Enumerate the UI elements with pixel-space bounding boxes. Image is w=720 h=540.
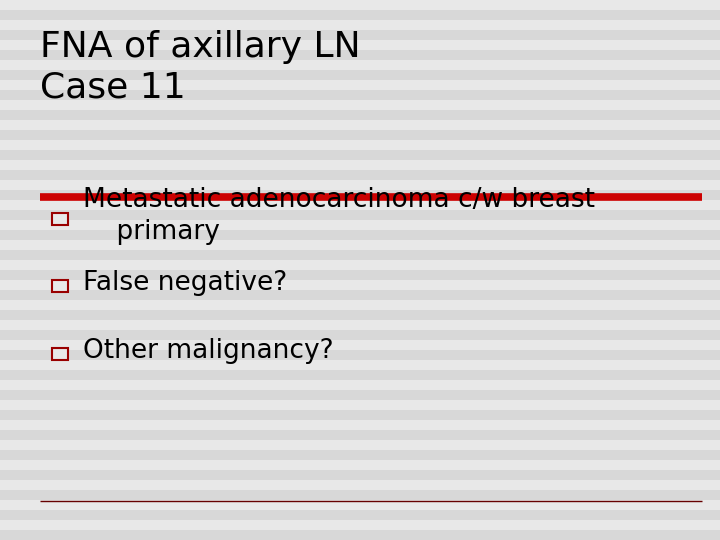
- Bar: [0, 510, 720, 520]
- Bar: [0, 230, 720, 240]
- Bar: [0, 530, 720, 540]
- Text: False negative?: False negative?: [83, 271, 287, 296]
- Bar: [0, 370, 720, 380]
- Bar: [0, 410, 720, 420]
- Bar: [0, 70, 720, 80]
- Bar: [52, 348, 68, 360]
- Bar: [0, 430, 720, 440]
- Bar: [0, 170, 720, 180]
- Bar: [52, 280, 68, 292]
- Text: Other malignancy?: Other malignancy?: [83, 338, 333, 364]
- Bar: [0, 270, 720, 280]
- Bar: [0, 350, 720, 360]
- Text: FNA of axillary LN
Case 11: FNA of axillary LN Case 11: [40, 30, 360, 104]
- Text: Metastatic adenocarcinoma c/w breast
    primary: Metastatic adenocarcinoma c/w breast pri…: [83, 187, 595, 245]
- Bar: [0, 130, 720, 140]
- Bar: [0, 390, 720, 400]
- Bar: [0, 310, 720, 320]
- Bar: [0, 90, 720, 100]
- Bar: [0, 470, 720, 480]
- Bar: [0, 490, 720, 500]
- Bar: [0, 450, 720, 460]
- Bar: [0, 210, 720, 220]
- Bar: [0, 10, 720, 20]
- Bar: [0, 110, 720, 120]
- Bar: [0, 290, 720, 300]
- Bar: [52, 213, 68, 225]
- Bar: [0, 30, 720, 40]
- Bar: [0, 190, 720, 200]
- Bar: [0, 150, 720, 160]
- Bar: [0, 330, 720, 340]
- Bar: [0, 50, 720, 60]
- Bar: [0, 250, 720, 260]
